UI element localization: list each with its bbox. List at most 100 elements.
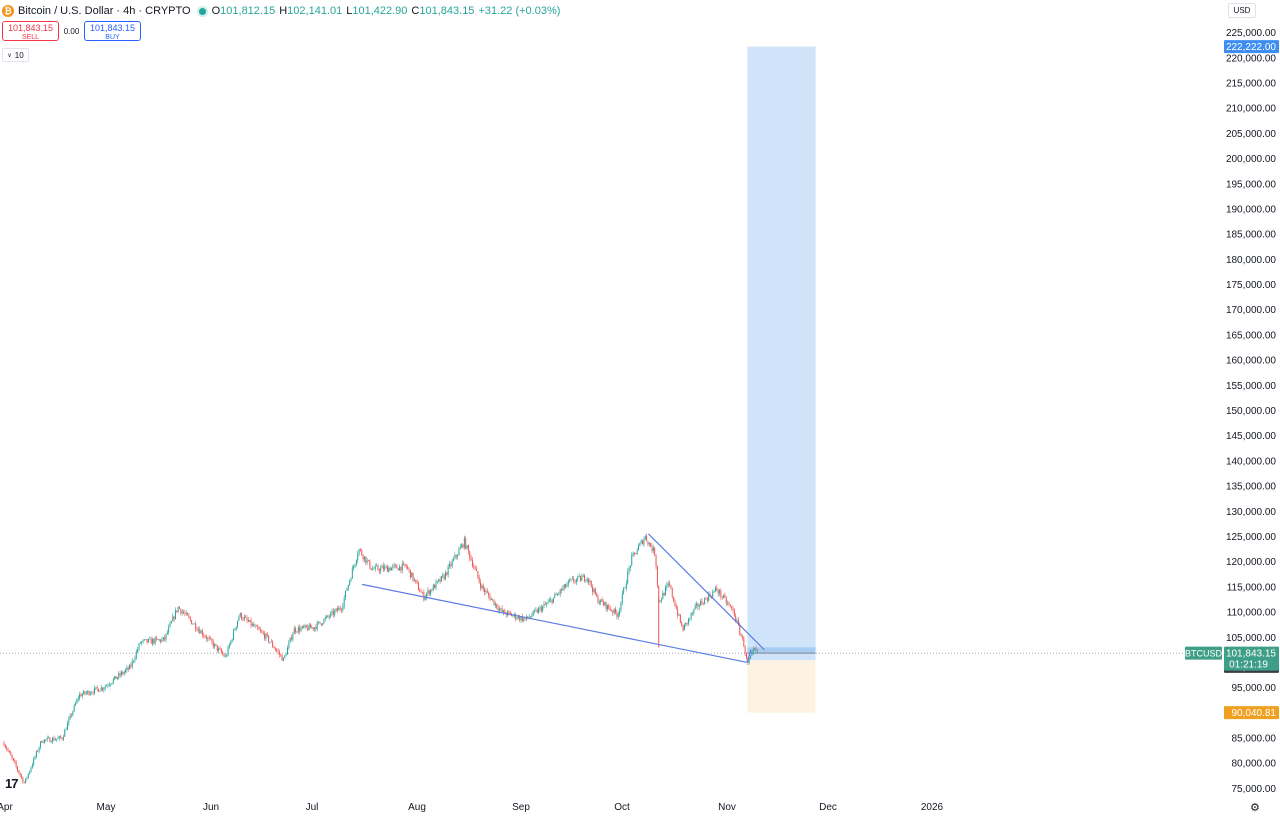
y-tick-label: 205,000.00 — [1226, 129, 1276, 140]
candle — [673, 596, 675, 603]
candle — [349, 579, 351, 587]
candle — [227, 645, 229, 657]
price-axis[interactable]: 75,000.0080,000.0085,000.0090,000.0095,0… — [1226, 28, 1276, 795]
tradingview-logo[interactable]: 17 — [5, 776, 19, 791]
candle — [451, 558, 453, 569]
candle — [301, 625, 303, 630]
candle — [682, 624, 684, 633]
candle — [743, 636, 745, 647]
candle — [31, 762, 33, 769]
candle — [728, 601, 730, 606]
candle — [129, 664, 131, 670]
candle — [585, 579, 587, 583]
candle — [48, 735, 50, 739]
candle — [705, 596, 707, 600]
candle — [612, 610, 614, 617]
candle — [740, 632, 742, 637]
buy-button[interactable]: 101,843.15 BUY — [84, 21, 141, 41]
symbol-title[interactable]: Bitcoin / U.S. Dollar · 4h · CRYPTO — [18, 5, 191, 17]
candle — [631, 552, 633, 567]
time-axis[interactable]: Apr May Jun Jul Aug Sep Oct Nov Dec 2026 — [0, 802, 944, 813]
candle — [752, 646, 754, 655]
candle — [41, 740, 43, 744]
candle — [292, 632, 294, 643]
candle — [646, 533, 648, 542]
trendline-drawings[interactable] — [361, 533, 765, 664]
long-position-tool[interactable] — [747, 46, 816, 713]
candle — [305, 624, 307, 628]
candle — [135, 649, 137, 660]
candle — [505, 611, 507, 618]
candle — [196, 626, 198, 632]
candle — [592, 584, 594, 596]
candle — [29, 770, 31, 775]
candle — [696, 601, 698, 609]
candle — [457, 553, 459, 560]
candle — [446, 572, 448, 577]
candle — [353, 564, 355, 571]
candle — [436, 580, 438, 584]
candle — [52, 736, 54, 744]
candle — [274, 646, 276, 652]
candle — [577, 575, 579, 583]
candle — [21, 773, 23, 780]
candle — [246, 615, 248, 624]
candle — [187, 612, 189, 616]
candle — [282, 657, 284, 662]
candle — [173, 615, 175, 623]
candle — [278, 649, 280, 658]
candle — [27, 773, 29, 779]
y-tick-label: 170,000.00 — [1226, 305, 1276, 316]
candle — [268, 634, 270, 644]
candle — [571, 576, 573, 580]
sell-button[interactable]: 101,843.15 SELL — [2, 21, 59, 41]
candle — [415, 579, 417, 584]
candle — [199, 626, 201, 635]
candle — [242, 617, 244, 622]
candle — [416, 579, 418, 585]
candle — [561, 587, 563, 594]
candle — [746, 652, 747, 661]
candle — [318, 620, 320, 625]
candle — [642, 539, 644, 546]
y-tick-label: 80,000.00 — [1232, 759, 1277, 770]
candle — [141, 640, 143, 646]
candle — [208, 635, 210, 641]
candle — [354, 563, 356, 568]
candle — [702, 602, 704, 606]
candle — [257, 624, 259, 631]
candle — [119, 670, 121, 679]
candle — [180, 608, 182, 616]
candle — [407, 564, 409, 571]
candle — [65, 727, 67, 731]
candle — [685, 622, 687, 627]
candle — [168, 624, 170, 635]
volume-toggle[interactable]: ∨ 10 — [2, 48, 29, 62]
price-badges: 222,222.0090,040.81100,434.65101,843.150… — [1185, 40, 1279, 720]
candle — [484, 586, 486, 596]
candle — [663, 592, 665, 597]
candle — [146, 639, 148, 645]
candle — [675, 603, 677, 610]
stop-price-badge: 90,040.81 — [1224, 706, 1279, 720]
candle — [450, 561, 452, 569]
candle — [720, 588, 722, 600]
candle — [365, 556, 367, 566]
candle — [611, 608, 612, 612]
candle — [690, 612, 692, 621]
candle — [104, 684, 106, 691]
candle — [590, 580, 592, 588]
candle — [574, 579, 576, 585]
candle — [34, 755, 36, 761]
target-zone — [747, 46, 816, 661]
candle — [633, 552, 635, 557]
candle — [330, 611, 332, 618]
currency-selector[interactable]: USD — [1228, 3, 1256, 18]
gear-icon[interactable]: ⚙ — [1250, 802, 1260, 814]
candle — [678, 613, 680, 617]
candle — [621, 590, 623, 606]
candle — [261, 629, 263, 633]
candle — [466, 544, 468, 550]
